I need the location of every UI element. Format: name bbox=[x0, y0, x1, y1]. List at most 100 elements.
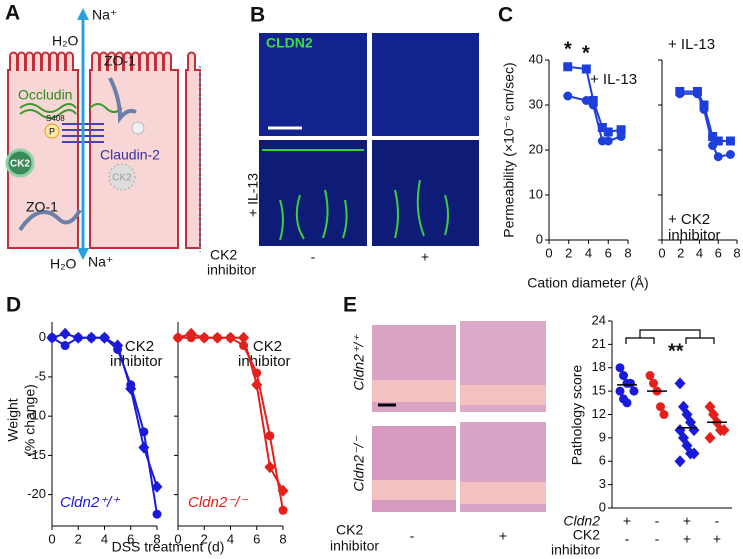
marker bbox=[674, 455, 686, 468]
annotation: + IL-13 bbox=[590, 71, 637, 88]
x-axis-label: Cation diameter (Å) bbox=[527, 275, 648, 291]
treatment-sign: - bbox=[655, 531, 660, 547]
marker bbox=[185, 327, 197, 340]
treatment-label: inhibitor bbox=[330, 538, 379, 554]
microvillus bbox=[187, 51, 196, 71]
marker bbox=[725, 136, 735, 146]
y-axis-label: (% change) bbox=[22, 384, 38, 456]
marker bbox=[238, 331, 250, 344]
marker bbox=[581, 64, 591, 74]
y-axis-label: Pathology score bbox=[569, 365, 585, 466]
marker bbox=[99, 331, 110, 344]
x-tick-label: 0 bbox=[174, 531, 181, 546]
marker bbox=[251, 378, 263, 391]
marker bbox=[616, 125, 626, 135]
marker bbox=[172, 331, 184, 344]
row-label: Cldn2⁺/⁺ bbox=[351, 334, 367, 391]
microvillus bbox=[17, 51, 26, 71]
x-tick-label: 2 bbox=[677, 245, 684, 260]
significance-bracket bbox=[625, 329, 715, 344]
y-tick-label: -5 bbox=[34, 368, 46, 383]
marker bbox=[264, 461, 276, 474]
marker bbox=[622, 398, 632, 408]
microvillus bbox=[9, 51, 18, 71]
x-tick-label: 6 bbox=[715, 245, 722, 260]
microvillus bbox=[115, 51, 124, 71]
microvillus bbox=[41, 51, 50, 71]
diagram-label: CK2 bbox=[10, 159, 30, 170]
x-tick-label: 4 bbox=[101, 531, 108, 546]
y-tick-label: -20 bbox=[27, 486, 46, 501]
annotation: inhibitor bbox=[110, 353, 163, 370]
marker bbox=[59, 327, 71, 340]
marker bbox=[713, 152, 723, 162]
microvillus bbox=[57, 51, 66, 71]
marker bbox=[629, 386, 639, 396]
x-tick-label: 4 bbox=[696, 245, 703, 260]
panel-label: A bbox=[5, 2, 20, 25]
x-tick-label: 8 bbox=[624, 245, 631, 260]
diagram-label: Claudin-2 bbox=[100, 147, 160, 163]
marker bbox=[615, 363, 625, 373]
y-tick-label: -10 bbox=[27, 408, 46, 423]
treatment-label: CK2 bbox=[210, 247, 237, 263]
marker bbox=[151, 480, 163, 493]
x-tick-label: 0 bbox=[658, 245, 665, 260]
marker bbox=[563, 62, 573, 72]
marker bbox=[659, 410, 669, 419]
row-label: Cldn2⁻/⁻ bbox=[351, 435, 367, 492]
x-tick-label: 0 bbox=[48, 531, 55, 546]
x-tick-label: 2 bbox=[201, 531, 208, 546]
treatment-sign: + bbox=[713, 531, 721, 547]
marker bbox=[225, 331, 236, 344]
treatment-label: inhibitor bbox=[207, 262, 256, 278]
genotype-sign: - bbox=[715, 513, 720, 529]
marker bbox=[211, 331, 223, 344]
diagram-label: CK2 bbox=[112, 173, 132, 184]
y-tick-label: 10 bbox=[529, 186, 543, 201]
y-tick-label: 20 bbox=[529, 141, 543, 156]
diagram-label: H₂O bbox=[52, 33, 79, 49]
y-tick-label: 30 bbox=[529, 96, 543, 111]
marker bbox=[704, 431, 716, 444]
microvillus bbox=[33, 51, 42, 71]
y-tick-label: 0 bbox=[39, 329, 46, 344]
y-tick-label: 3 bbox=[599, 476, 606, 491]
annotation: + CK2 bbox=[240, 338, 282, 355]
marker bbox=[581, 96, 591, 105]
marker bbox=[649, 378, 658, 388]
marker bbox=[72, 331, 84, 344]
marker bbox=[278, 505, 288, 515]
y-tick-label: 21 bbox=[592, 336, 606, 351]
panel-label: E bbox=[343, 294, 357, 317]
marker bbox=[60, 341, 70, 351]
diagram-label: S408 bbox=[46, 114, 65, 123]
panel-label: B bbox=[250, 4, 265, 27]
marker bbox=[588, 100, 598, 110]
y-tick-label: 0 bbox=[536, 231, 543, 246]
row-label: + IL-13 bbox=[245, 173, 261, 217]
genotype-sign: + bbox=[683, 513, 691, 529]
y-tick-label: -15 bbox=[27, 447, 46, 462]
diagram-label: P bbox=[49, 126, 55, 136]
marker bbox=[708, 141, 718, 150]
diagram-label: Na⁺ bbox=[88, 254, 113, 270]
microvillus bbox=[155, 51, 164, 71]
marker bbox=[85, 331, 97, 344]
diagram-label: ZO-1 bbox=[26, 199, 58, 215]
marker bbox=[699, 105, 709, 114]
marker bbox=[198, 331, 210, 344]
microvillus bbox=[131, 51, 140, 71]
microvillus bbox=[65, 51, 74, 71]
microvillus bbox=[139, 51, 148, 71]
marker bbox=[619, 371, 628, 381]
marker bbox=[713, 136, 723, 146]
marker bbox=[597, 123, 607, 132]
panel-label: D bbox=[6, 294, 21, 317]
marker bbox=[675, 89, 685, 99]
y-axis-label: Weight bbox=[5, 398, 21, 441]
marker bbox=[656, 402, 665, 412]
y-tick-label: 18 bbox=[592, 359, 606, 374]
genotype-label: Cldn2⁺/⁺ bbox=[60, 494, 120, 511]
